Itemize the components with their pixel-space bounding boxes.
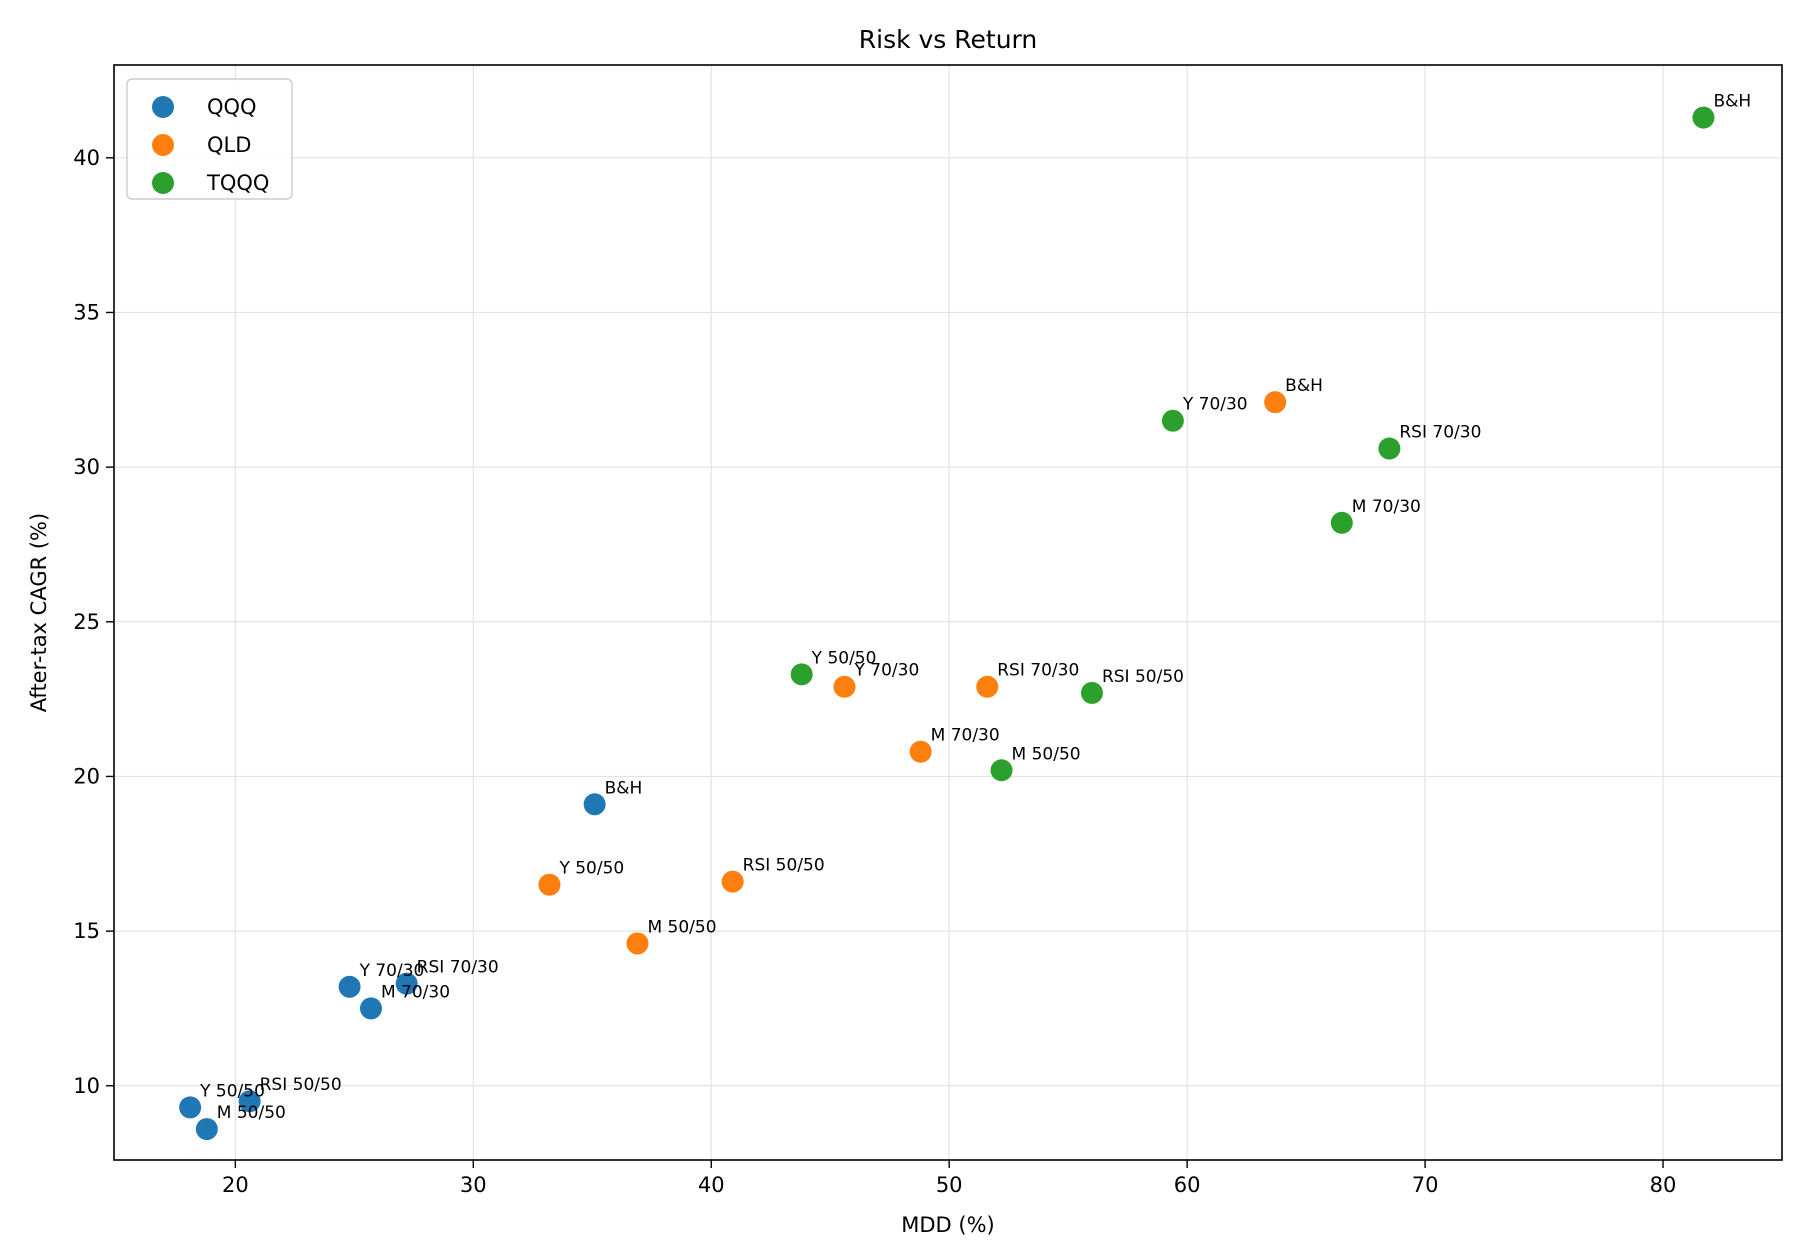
data-point-qld — [1264, 391, 1287, 414]
point-label: Y 50/50 — [199, 1081, 265, 1101]
data-point-qqq — [179, 1096, 202, 1119]
point-label: M 70/30 — [1352, 497, 1421, 517]
point-label: Y 50/50 — [811, 648, 877, 668]
point-label: RSI 50/50 — [1102, 667, 1184, 687]
point-label: RSI 70/30 — [997, 661, 1079, 681]
y-tick-label: 10 — [73, 1074, 100, 1098]
x-axis-label: MDD (%) — [901, 1213, 994, 1237]
point-label: M 50/50 — [217, 1103, 286, 1123]
data-point-tqqq — [990, 759, 1013, 782]
point-label: RSI 70/30 — [1399, 423, 1481, 443]
data-point-qld — [976, 675, 999, 698]
y-tick-label: 40 — [73, 146, 100, 170]
y-tick-label: 25 — [73, 610, 100, 634]
data-point-qqq — [195, 1118, 218, 1141]
data-point-tqqq — [1378, 437, 1401, 460]
point-label: M 70/30 — [381, 982, 450, 1002]
data-point-qqq — [395, 972, 418, 995]
data-point-qld — [909, 740, 932, 763]
data-point-qld — [833, 675, 856, 698]
legend-entry-label: QQQ — [207, 95, 257, 119]
x-tick-label: 30 — [460, 1173, 487, 1197]
legend: QQQ QLD TQQQ — [126, 78, 293, 200]
data-point-qld — [721, 870, 744, 893]
y-tick-label: 15 — [73, 919, 100, 943]
grid-layer — [114, 65, 1782, 1160]
legend-marker — [152, 172, 174, 194]
legend-marker — [152, 134, 174, 156]
data-point-tqqq — [1080, 681, 1103, 704]
point-label: B&H — [1285, 376, 1323, 396]
y-tick-label: 35 — [73, 300, 100, 324]
point-label: M 70/30 — [931, 726, 1000, 746]
data-point-tqqq — [790, 663, 813, 686]
y-axis-label: After-tax CAGR (%) — [27, 513, 51, 712]
point-label: M 50/50 — [1012, 744, 1081, 764]
data-point-qqq — [238, 1090, 261, 1113]
point-label: RSI 70/30 — [417, 958, 499, 978]
points-layer — [179, 106, 1715, 1141]
data-point-qqq — [583, 793, 606, 816]
x-tick-label: 40 — [698, 1173, 725, 1197]
legend-entry-label: QLD — [207, 133, 251, 157]
legend-entry-label: TQQQ — [206, 171, 269, 195]
point-label: RSI 50/50 — [743, 856, 825, 876]
y-tick-label: 30 — [73, 455, 100, 479]
data-point-tqqq — [1330, 511, 1353, 534]
point-label: M 50/50 — [647, 917, 716, 937]
point-label: RSI 50/50 — [260, 1075, 342, 1095]
x-tick-label: 20 — [222, 1173, 249, 1197]
chart-title: Risk vs Return — [859, 25, 1038, 54]
point-label: Y 50/50 — [558, 859, 624, 879]
point-label: Y 70/30 — [1182, 395, 1248, 415]
point-label: Y 70/30 — [359, 961, 425, 981]
plot-area-frame — [113, 64, 1783, 1161]
point-label: B&H — [1713, 92, 1751, 112]
y-tick-label: 20 — [73, 764, 100, 788]
x-tick-label: 70 — [1412, 1173, 1439, 1197]
data-point-tqqq — [1692, 106, 1715, 129]
data-point-qld — [538, 873, 561, 896]
point-label: B&H — [605, 778, 643, 798]
x-tick-label: 80 — [1650, 1173, 1677, 1197]
legend-marker — [152, 96, 174, 118]
x-tick-label: 60 — [1174, 1173, 1201, 1197]
data-point-qqq — [359, 997, 382, 1020]
x-tick-label: 50 — [936, 1173, 963, 1197]
ticks-layer: 20 30 40 50 60 70 80 10 15 20 25 30 35 40 — [73, 146, 1676, 1197]
data-point-tqqq — [1161, 409, 1184, 432]
data-point-qld — [626, 932, 649, 955]
data-point-qqq — [338, 975, 361, 998]
point-label: Y 70/30 — [853, 661, 919, 681]
